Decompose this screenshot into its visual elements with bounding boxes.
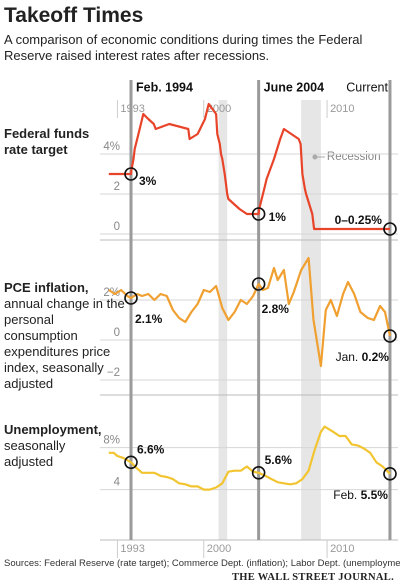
- annotation-point: [383, 329, 397, 343]
- annotation-point: [124, 291, 138, 305]
- annotation: 0–0.25%: [335, 213, 383, 227]
- panel-title: PCE inflation,: [4, 280, 89, 295]
- annotation-value: 3%: [139, 174, 157, 188]
- annotation: 2.1%: [135, 312, 163, 326]
- annotation-point: [251, 207, 266, 221]
- annotation-value: 5.6%: [265, 453, 293, 467]
- y-tick-label: 0: [114, 327, 120, 339]
- annotation-value: 0–0.25%: [335, 213, 383, 227]
- annotation: 6.6%: [137, 442, 165, 456]
- recession-band: [301, 100, 321, 540]
- annotation-point: [124, 167, 138, 181]
- annotation-point: [383, 222, 397, 236]
- annotation-point: [251, 465, 266, 480]
- event-label: Current: [346, 80, 388, 94]
- y-tick-label: 2: [114, 181, 120, 193]
- annotation-value: 0.2%: [362, 350, 390, 364]
- annotation-value: 2.8%: [262, 302, 290, 316]
- data-line: [108, 256, 392, 368]
- annotation-value: 5.5%: [361, 488, 389, 502]
- annotation: 3%: [139, 174, 157, 188]
- annotation-point: [383, 467, 397, 481]
- annotation-point: [124, 455, 138, 470]
- y-tick-label: 4: [114, 477, 121, 489]
- title: Takeoff Times: [4, 4, 144, 27]
- annotation: Feb. 5.5%: [333, 488, 388, 502]
- annotation-prefix: Feb.: [333, 488, 357, 502]
- annotation: Jan. 0.2%: [336, 350, 390, 364]
- annotation: 2.8%: [262, 302, 290, 316]
- x-tick-label: 2010: [330, 543, 354, 555]
- publisher: THE WALL STREET JOURNAL.: [231, 572, 394, 583]
- x-tick-label: 1993: [120, 543, 144, 555]
- annotation: 5.6%: [265, 453, 293, 467]
- y-tick-label: 8%: [103, 435, 120, 447]
- panel-label: Unemployment, seasonally adjusted: [4, 422, 104, 470]
- panel-label: Federal funds rate target: [4, 126, 104, 158]
- event-label: June 2004: [264, 80, 325, 94]
- y-tick-label: 4%: [103, 141, 120, 153]
- annotation-value: 1%: [269, 210, 287, 224]
- x-tick-label: 2010: [330, 103, 354, 115]
- x-tick-label: 1993: [120, 103, 144, 115]
- panel-title: Unemployment,: [4, 422, 102, 437]
- subtitle: A comparison of economic conditions duri…: [4, 32, 363, 63]
- y-tick-label: −2: [107, 367, 120, 379]
- annotation-prefix: Jan.: [336, 350, 359, 364]
- annotation-point: [251, 277, 266, 291]
- panel-title: Federal funds rate target: [4, 126, 90, 157]
- source: Sources: Federal Reserve (rate target); …: [4, 558, 400, 569]
- event-label: Feb. 1994: [136, 80, 193, 94]
- data-line: [108, 102, 390, 231]
- data-line: [108, 425, 391, 491]
- annotation: 1%: [269, 210, 287, 224]
- y-tick-label: 0: [114, 221, 120, 233]
- annotation-value: 2.1%: [135, 312, 163, 326]
- panel-subtitle: annual change in the personal consumptio…: [4, 296, 125, 391]
- x-tick-label: 2000: [207, 103, 231, 115]
- panel-label: PCE inflation, annual change in the pers…: [4, 280, 126, 392]
- recession-label: Recession: [327, 151, 381, 163]
- panel-subtitle: seasonally adjusted: [4, 438, 66, 469]
- recession-band: [218, 100, 228, 540]
- annotation-value: 6.6%: [137, 442, 165, 456]
- x-tick-label: 2000: [207, 543, 231, 555]
